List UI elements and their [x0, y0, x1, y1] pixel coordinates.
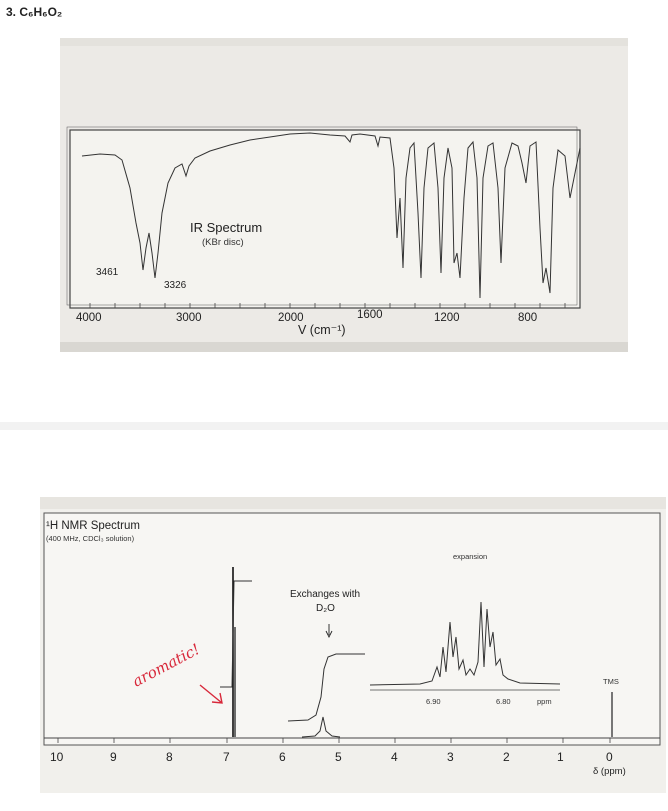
nmr-tick-0: 0: [606, 750, 613, 764]
nmr-expansion-tick-680: 6.80: [496, 697, 511, 706]
nmr-tick-2: 2: [503, 750, 510, 764]
ir-peak-label-3326: 3326: [164, 280, 187, 291]
nmr-tick-7: 7: [223, 750, 230, 764]
ir-plot-frame: [69, 129, 581, 309]
section-divider: [0, 422, 668, 430]
nmr-plot-frame: [43, 512, 661, 746]
nmr-expansion-tick-ppm: ppm: [537, 697, 552, 706]
nmr-tms-label: TMS: [603, 677, 619, 686]
nmr-aromatic-integral: [220, 580, 252, 688]
ir-tick-1600: 1600: [357, 309, 383, 321]
ir-title: IR Spectrum: [190, 220, 262, 235]
nmr-expansion-trace: [369, 601, 561, 686]
ir-tick-4000: 4000: [76, 312, 102, 324]
ir-spectrum-photo: IR Spectrum (KBr disc) 3461 3326 4000 30…: [60, 38, 628, 352]
nmr-handwritten-arrow: [199, 684, 223, 704]
ir-spectrum-figure: IR Spectrum (KBr disc) 3461 3326 4000 30…: [60, 38, 628, 352]
nmr-x-axis-label: δ (ppm): [593, 766, 626, 777]
nmr-expansion-tick-690: 6.90: [426, 697, 441, 706]
nmr-tick-4: 4: [391, 750, 398, 764]
ir-tick-2000: 2000: [278, 312, 304, 324]
ir-x-axis-label: V (cm⁻¹): [298, 323, 346, 337]
nmr-tick-1: 1: [557, 750, 564, 764]
nmr-tick-10: 10: [50, 750, 64, 764]
nmr-exchange-arrow: [325, 624, 333, 639]
nmr-oh-integral: [287, 653, 365, 722]
ir-tick-3000: 3000: [176, 312, 202, 324]
ir-tick-1200: 1200: [434, 312, 460, 324]
nmr-tick-6: 6: [279, 750, 286, 764]
nmr-oh-peak: [301, 716, 341, 738]
nmr-expansion-label: expansion: [453, 552, 487, 561]
ir-subtitle: (KBr disc): [202, 237, 244, 248]
ir-peak-label-3461: 3461: [96, 267, 119, 278]
nmr-tick-3: 3: [447, 750, 454, 764]
nmr-tick-5: 5: [335, 750, 342, 764]
nmr-exchange-label-line1: Exchanges with: [290, 589, 360, 600]
ir-trace: [81, 132, 581, 299]
nmr-spectrum-photo: ¹H NMR Spectrum (400 MHz, CDCl₃ solution…: [40, 497, 666, 793]
nmr-tick-9: 9: [110, 750, 117, 764]
ir-tick-800: 800: [518, 312, 537, 324]
nmr-tick-8: 8: [166, 750, 173, 764]
problem-title: 3. C₆H₆O₂: [6, 5, 63, 19]
nmr-minor-ticks: [57, 738, 611, 743]
nmr-subtitle: (400 MHz, CDCl₃ solution): [46, 534, 135, 543]
nmr-title: ¹H NMR Spectrum: [46, 520, 140, 532]
nmr-spectrum-figure: ¹H NMR Spectrum (400 MHz, CDCl₃ solution…: [40, 497, 666, 777]
nmr-exchange-label-line2: D₂O: [316, 603, 335, 614]
ir-minor-ticks: [89, 303, 566, 308]
